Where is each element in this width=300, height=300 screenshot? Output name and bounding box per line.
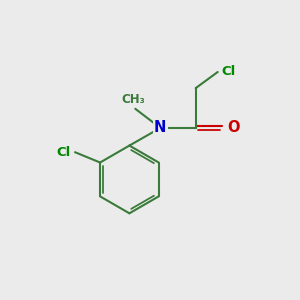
Text: O: O — [227, 120, 240, 135]
Text: CH₃: CH₃ — [121, 93, 145, 106]
Text: N: N — [154, 120, 167, 135]
Text: Cl: Cl — [222, 65, 236, 79]
Text: Cl: Cl — [57, 146, 71, 159]
